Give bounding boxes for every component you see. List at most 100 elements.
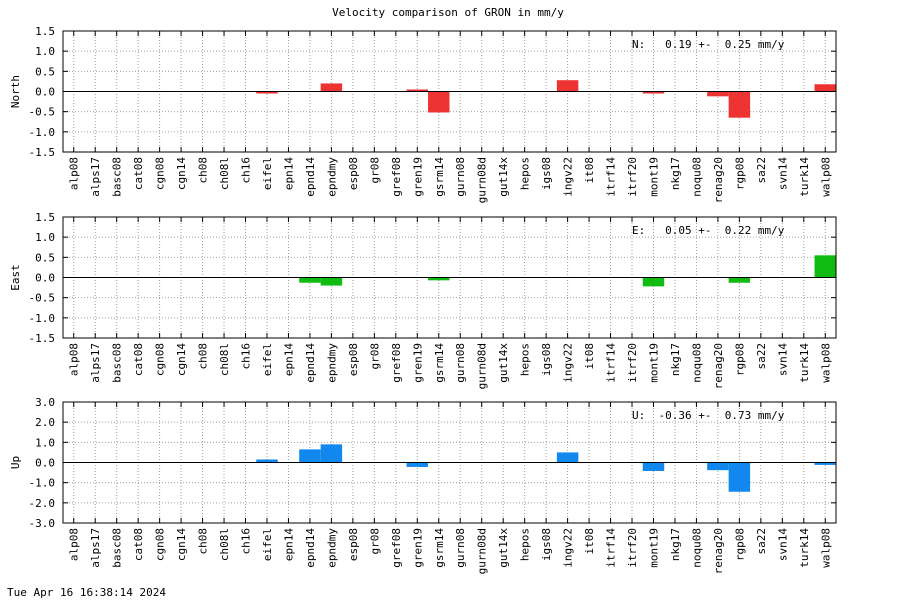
north-bar-mont19 (642, 91, 665, 94)
up-xtick-label: mont19 (647, 528, 660, 568)
east-xtick-label: walp08 (819, 343, 832, 383)
north-xtick-label: esp08 (347, 157, 360, 190)
north-ytick-label: -0.5 (29, 106, 56, 119)
up-bar-renag20 (707, 462, 729, 471)
north-xtick-label: sa22 (755, 157, 768, 184)
east-xtick-label: eifel (261, 343, 274, 376)
east-xtick-label: gr08 (368, 343, 381, 370)
east-bar-rgp08 (728, 277, 751, 283)
north-xtick-label: ch16 (240, 157, 253, 184)
up-bar-rgp08 (728, 462, 751, 492)
east-xtick-label: svn14 (776, 343, 789, 376)
north-xtick-label: it08 (583, 157, 596, 184)
east-xtick-label: itrf20 (626, 343, 639, 383)
up-xtick-label: gr08 (368, 528, 381, 555)
east-xtick-label: alp08 (68, 343, 81, 376)
up-xtick-label: gut14x (497, 528, 510, 568)
north-xtick-label: nkg17 (669, 157, 682, 190)
up-xtick-label: epnd14 (304, 528, 317, 568)
up-xtick-label: alps17 (89, 528, 102, 568)
up-bar-walp08 (814, 462, 836, 465)
up-xtick-label: epn14 (282, 528, 295, 561)
east-xtick-label: sa22 (755, 343, 768, 370)
up-ylabel: Up (9, 456, 22, 469)
north-xtick-label: epndmy (325, 157, 338, 197)
north-xtick-label: cgn08 (154, 157, 167, 190)
north-bar-eifel (256, 91, 278, 94)
east-ytick-label: 0.5 (35, 251, 55, 264)
up-bar-eifel (256, 459, 278, 463)
up-xtick-label: cat08 (132, 528, 145, 561)
east-xtick-label: cat08 (132, 343, 145, 376)
up-bar-epndmy (320, 444, 343, 463)
up-xtick-label: turk14 (798, 528, 811, 568)
east-xtick-label: it08 (583, 343, 596, 370)
east-ytick-label: -1.5 (29, 332, 56, 345)
up-xtick-label: renag20 (712, 528, 725, 574)
north-ytick-label: 1.0 (35, 45, 55, 58)
north-xtick-label: gurn08 (454, 157, 467, 197)
north-xtick-label: noqu08 (690, 157, 703, 197)
east-xtick-label: ch08l (218, 343, 231, 376)
east-bar-epnd14 (299, 277, 321, 283)
east-frame (62, 216, 837, 339)
east-xtick-label: hepos (519, 343, 532, 376)
up-xtick-label: gurn08 (454, 528, 467, 568)
east-xtick-label: gut14x (497, 343, 510, 383)
panel-up: 3.0 2.0 1.0 0.0 -1.0 -2.0 -3.0 alp08 alps17 basc0… (9, 396, 837, 574)
north-stat-label: N: 0.19 +- 0.25 mm/y (632, 38, 785, 51)
up-bar-ingv22 (556, 452, 579, 463)
east-xtick-label: gurn08d (476, 343, 489, 389)
north-xtick-label: gsrm14 (433, 157, 446, 197)
north-xtick-label: itrf20 (626, 157, 639, 197)
north-ytick-label: 1.5 (35, 25, 55, 38)
chart-title: Velocity comparison of GRON in mm/y (332, 6, 564, 19)
north-bar-ingv22 (556, 80, 579, 92)
east-xtick-label: ingv22 (562, 343, 575, 383)
east-xtick-label: esp08 (347, 343, 360, 376)
north-bar-walp08 (814, 84, 836, 92)
east-xtick-label: turk14 (798, 343, 811, 383)
up-xtick-label: gref08 (390, 528, 403, 568)
north-xtick-label: alp08 (68, 157, 81, 190)
up-xtick-label: ch08l (218, 528, 231, 561)
east-bar-walp08 (814, 255, 836, 278)
north-xtick-label: turk14 (798, 157, 811, 197)
east-ytick-label: 1.0 (35, 231, 55, 244)
north-xtick-label: ch08l (218, 157, 231, 190)
north-xtick-label: epn14 (282, 157, 295, 190)
north-bar-epndmy (320, 83, 343, 92)
up-xtick-label: gurn08d (476, 528, 489, 574)
up-xtick-label: rgp08 (733, 528, 746, 561)
east-xtick-label: cgn08 (154, 343, 167, 376)
north-frame (62, 30, 837, 153)
up-xtick-label: ingv22 (562, 528, 575, 568)
east-xtick-label: gurn08 (454, 343, 467, 383)
north-xtick-label: svn14 (776, 157, 789, 190)
up-xtick-label: basc08 (111, 528, 124, 568)
north-xtick-label: gref08 (390, 157, 403, 197)
up-xtick-label: gren19 (411, 528, 424, 568)
east-ytick-label: -1.0 (29, 312, 56, 325)
east-xtick-label: epn14 (282, 343, 295, 376)
north-xtick-label: ingv22 (562, 157, 575, 197)
north-xtick-label: epnd14 (304, 157, 317, 197)
up-xtick-label: itrf14 (605, 528, 618, 568)
north-xtick-label: basc08 (111, 157, 124, 197)
up-ytick-label: 2.0 (35, 416, 55, 429)
up-ytick-label: -1.0 (29, 477, 56, 490)
east-stat-label: E: 0.05 +- 0.22 mm/y (632, 224, 785, 237)
east-bar-epndmy (320, 277, 343, 286)
east-xtick-label: mont19 (647, 343, 660, 383)
north-ytick-label: 0.0 (35, 86, 55, 99)
up-ytick-label: 3.0 (35, 396, 55, 409)
north-xtick-label: walp08 (819, 157, 832, 197)
north-ylabel: North (9, 75, 22, 108)
up-xtick-label: nkg17 (669, 528, 682, 561)
up-xtick-label: esp08 (347, 528, 360, 561)
north-bar-renag20 (707, 91, 729, 97)
up-xtick-label: cgn14 (175, 528, 188, 561)
east-xtick-label: cgn14 (175, 343, 188, 376)
north-ytick-label: 0.5 (35, 65, 55, 78)
